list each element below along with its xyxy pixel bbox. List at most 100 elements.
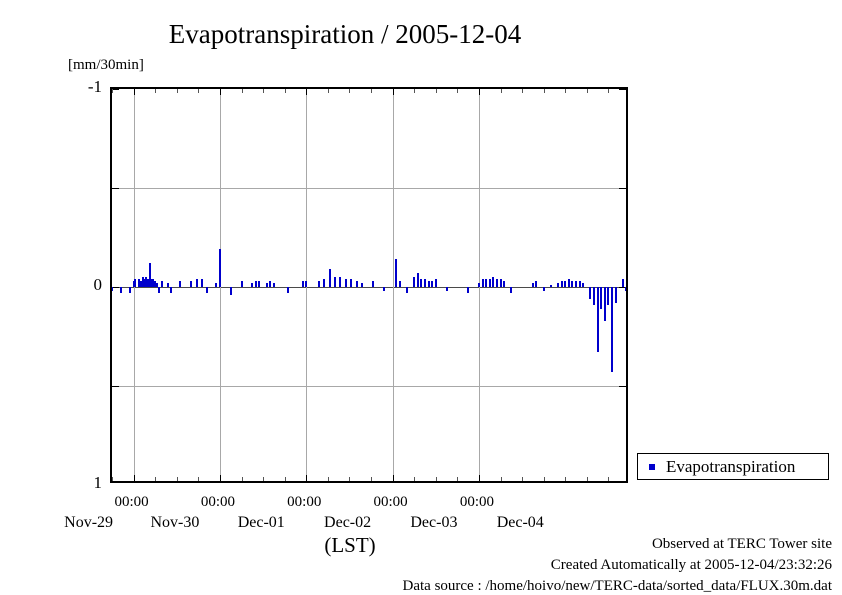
x-axis-tick (371, 89, 372, 93)
x-axis-tick (435, 477, 437, 481)
x-axis-tick (306, 89, 308, 95)
x-axis-date-label: Dec-03 (410, 514, 458, 531)
plot-inner (112, 89, 626, 481)
data-bar (503, 281, 506, 287)
data-bar (420, 279, 423, 287)
x-axis-time-label: 00:00 (287, 494, 322, 510)
x-axis-date-label: Dec-02 (324, 514, 372, 531)
data-bar (485, 279, 488, 287)
y-axis-tick (112, 287, 119, 288)
x-axis-tick (586, 477, 588, 481)
data-bar (148, 263, 151, 287)
chart-title: Evapotranspiration / 2005-12-04 (168, 19, 522, 49)
data-bar (398, 281, 401, 287)
legend-label: Evapotranspiration (666, 456, 796, 476)
y-axis-unit-label: [mm/30min] (68, 57, 144, 73)
data-bar (195, 279, 198, 287)
data-bar (567, 279, 570, 287)
data-bar (269, 281, 272, 287)
x-axis-tick (219, 89, 221, 95)
data-bar (445, 287, 448, 291)
data-bar (535, 281, 538, 287)
data-bar (157, 287, 160, 293)
x-axis-tick (543, 89, 545, 93)
data-bar (218, 249, 221, 287)
data-bar (495, 279, 498, 287)
x-axis-tick (133, 475, 135, 481)
data-bar (128, 287, 131, 293)
data-bar (557, 283, 560, 287)
x-axis-tick (176, 89, 178, 93)
legend[interactable]: Evapotranspiration (637, 453, 829, 480)
x-axis-date-label: Dec-01 (237, 514, 285, 531)
gridline-horizontal (112, 386, 626, 387)
x-axis-tick (327, 89, 329, 93)
data-bar (578, 281, 581, 287)
x-axis-tick (349, 477, 351, 481)
data-bar (477, 283, 480, 287)
gridline-horizontal (112, 188, 626, 189)
data-bar (323, 279, 326, 287)
data-bar (549, 285, 552, 287)
x-axis-time-label: 00:00 (373, 494, 408, 510)
data-bar (161, 281, 164, 287)
data-bar (571, 281, 574, 287)
footer-observed-site: Observed at TERC Tower site (651, 536, 832, 552)
x-axis-tick (435, 89, 437, 93)
data-bar (423, 279, 426, 287)
y-axis-tick (619, 89, 626, 90)
data-bar (301, 281, 304, 287)
x-axis-date-label: Dec-04 (496, 514, 544, 531)
x-axis-tick (500, 477, 502, 481)
zero-line (112, 287, 626, 288)
data-bar (611, 287, 613, 373)
y-axis-tick (112, 89, 119, 90)
x-axis-tick (522, 89, 524, 93)
x-axis-tick (155, 477, 157, 481)
x-axis-date-label: Nov-30 (150, 514, 200, 531)
data-bar (134, 279, 137, 287)
x-axis-tick (457, 89, 459, 93)
y-axis-tick (112, 386, 119, 387)
data-bar (328, 269, 331, 287)
data-bar (600, 287, 603, 309)
data-bar (481, 279, 484, 287)
footer-created-timestamp: Created Automatically at 2005-12-04/23:3… (550, 557, 832, 573)
data-bar (206, 287, 209, 293)
x-axis-time-label: 00:00 (200, 494, 235, 510)
x-axis-tick (565, 89, 567, 93)
data-bar (371, 281, 374, 287)
data-bar (344, 279, 347, 287)
data-bar (137, 279, 140, 287)
x-axis-tick (522, 477, 524, 481)
x-axis-tick (586, 89, 588, 93)
x-axis-tick (112, 89, 113, 93)
x-axis-tick (478, 475, 480, 481)
x-axis-tick (349, 89, 351, 93)
x-axis-tick (500, 89, 502, 93)
x-axis-tick (219, 475, 221, 481)
x-axis-tick (457, 477, 459, 481)
data-bar (510, 287, 513, 293)
x-axis-tick (608, 89, 610, 93)
data-bar (132, 281, 135, 287)
x-axis-tick (198, 89, 200, 93)
data-bar (564, 281, 567, 287)
data-bar (143, 279, 146, 287)
data-bar (119, 287, 122, 293)
data-bar (395, 259, 398, 287)
y-axis-label: 0 (93, 275, 103, 294)
data-bar (287, 287, 290, 293)
x-axis-tick (133, 89, 135, 95)
x-axis-tick (392, 475, 394, 481)
y-axis-tick (619, 188, 626, 189)
data-bar (355, 281, 358, 287)
y-axis-label: -1 (87, 77, 102, 96)
data-bar (413, 277, 416, 287)
data-bar (265, 283, 268, 287)
data-bar (139, 281, 142, 287)
data-bar (334, 277, 337, 287)
data-bar (488, 279, 491, 287)
data-bar (254, 281, 257, 287)
x-axis-time-label: 00:00 (459, 494, 494, 510)
